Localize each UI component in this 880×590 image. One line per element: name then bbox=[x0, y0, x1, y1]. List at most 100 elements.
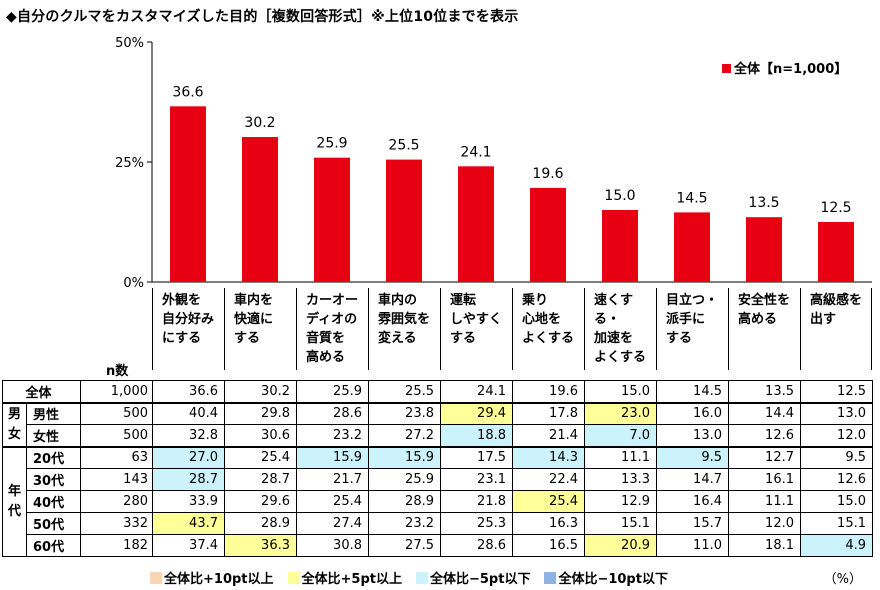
bar-1 bbox=[170, 106, 206, 282]
row-label: 40代 bbox=[26, 490, 81, 513]
table-cell: 12.0 bbox=[728, 512, 801, 535]
group-label-age: 年 代 bbox=[2, 445, 27, 557]
table-row: 女性 500 32.8 30.6 23.2 27.2 18.8 21.4 7.0 13.0 12.6… bbox=[3, 424, 873, 447]
row-n-count: 280 bbox=[80, 490, 153, 513]
table-row: 40代 280 33.9 29.6 25.4 28.9 21.8 25.4 12.9 16.4 11… bbox=[3, 490, 873, 513]
table-cell: 36.6 bbox=[152, 380, 225, 403]
table-cell: 15.1 bbox=[584, 512, 657, 535]
row-n-count: 500 bbox=[80, 424, 153, 447]
bar-3 bbox=[314, 157, 350, 282]
table-cell: 23.1 bbox=[440, 468, 513, 491]
bar-4 bbox=[386, 159, 422, 282]
table-cell: 9.5 bbox=[656, 445, 729, 469]
table-cell: 21.4 bbox=[512, 424, 585, 447]
table-cell: 23.0 bbox=[584, 401, 657, 425]
table-cell: 29.6 bbox=[224, 490, 297, 513]
bar-value-label: 25.9 bbox=[316, 136, 347, 152]
highlight-swatch bbox=[415, 571, 428, 584]
table-cell: 18.8 bbox=[440, 424, 513, 447]
row-label: 60代 bbox=[26, 534, 81, 557]
page-title: ◆自分のクルマをカスタマイズした目的［複数回答形式］※上位10位までを表示 bbox=[6, 9, 519, 25]
row-n-count: 182 bbox=[80, 534, 153, 557]
bar-value-label: 13.5 bbox=[748, 195, 779, 211]
category-label: 乗り 心地を よくする bbox=[512, 288, 584, 370]
table-cell: 13.0 bbox=[800, 401, 873, 425]
table-cell: 23.2 bbox=[296, 424, 369, 447]
bar-value-label: 30.2 bbox=[244, 115, 275, 131]
table-cell: 27.5 bbox=[368, 534, 441, 557]
category-label: 目立つ・ 派手に する bbox=[656, 288, 728, 370]
table-cell: 25.3 bbox=[440, 512, 513, 535]
table-cell: 21.8 bbox=[440, 490, 513, 513]
table-cell: 12.6 bbox=[800, 468, 873, 491]
legend-swatch bbox=[722, 64, 731, 73]
row-n-count: 332 bbox=[80, 512, 153, 535]
highlight-legend-label: 全体比+5pt以上 bbox=[301, 572, 402, 587]
table-cell: 28.6 bbox=[296, 401, 369, 425]
highlight-legend-item: 全体比+5pt以上 bbox=[287, 568, 402, 587]
category-label: カーオー ディオの 音質を 高める bbox=[296, 288, 368, 370]
row-label: 30代 bbox=[26, 468, 81, 491]
table-cell: 14.7 bbox=[656, 468, 729, 491]
table-row: 30代 143 28.7 28.7 21.7 25.9 23.1 22.4 13.3 14.7 16… bbox=[3, 468, 873, 491]
bar-value-label: 25.5 bbox=[388, 138, 419, 154]
table-cell: 16.5 bbox=[512, 534, 585, 557]
y-tick-label: 50% bbox=[115, 36, 144, 51]
table-row: 男 女男性 500 40.4 29.8 28.6 23.8 29.4 17.8 23.0 16.0… bbox=[2, 401, 873, 447]
table-cell: 18.1 bbox=[728, 534, 801, 557]
table-cell: 15.9 bbox=[296, 445, 369, 469]
category-label: 車内を 快適に する bbox=[224, 288, 296, 370]
table-cell: 29.8 bbox=[224, 401, 297, 425]
row-label: 男性 bbox=[26, 401, 81, 425]
table-cell: 14.3 bbox=[512, 445, 585, 469]
highlight-legend-label: 全体比−10pt以下 bbox=[558, 572, 668, 587]
table-cell: 25.9 bbox=[296, 380, 369, 403]
highlight-swatch bbox=[544, 571, 557, 584]
row-n-count: 63 bbox=[80, 445, 153, 469]
crosstab-table: 全体 1,000 36.6 30.2 25.9 25.5 24.1 19.6 15.0 14.5 1… bbox=[2, 380, 873, 557]
table-cell: 15.0 bbox=[800, 490, 873, 513]
table-cell: 25.4 bbox=[224, 445, 297, 469]
table-cell: 15.7 bbox=[656, 512, 729, 535]
y-tick-label: 0% bbox=[123, 276, 144, 291]
bar-value-label: 12.5 bbox=[820, 200, 851, 216]
table-cell: 11.1 bbox=[728, 490, 801, 513]
table-cell: 23.8 bbox=[368, 401, 441, 425]
row-n-count: 1,000 bbox=[80, 380, 153, 403]
row-label: 50代 bbox=[26, 512, 81, 535]
table-cell: 32.8 bbox=[152, 424, 225, 447]
table-row: 60代 182 37.4 36.3 30.8 27.5 28.6 16.5 20.9 11.0 18… bbox=[3, 534, 873, 557]
legend-label: 全体【n=1,000】 bbox=[733, 61, 847, 77]
bar-9 bbox=[746, 217, 782, 282]
bar-value-label: 15.0 bbox=[604, 188, 635, 204]
table-cell: 27.4 bbox=[296, 512, 369, 535]
table-cell: 25.4 bbox=[512, 490, 585, 513]
table-cell: 30.8 bbox=[296, 534, 369, 557]
table-cell: 25.5 bbox=[368, 380, 441, 403]
table-cell: 30.2 bbox=[224, 380, 297, 403]
unit-label: （%） bbox=[823, 572, 862, 587]
row-n-count: 143 bbox=[80, 468, 153, 491]
category-label: 安全性を 高める bbox=[728, 288, 800, 370]
bar-8 bbox=[674, 212, 710, 282]
highlight-legend-item: 全体比+10pt以上 bbox=[150, 568, 274, 587]
table-cell: 11.1 bbox=[584, 445, 657, 469]
table-cell: 28.7 bbox=[224, 468, 297, 491]
table-cell: 23.2 bbox=[368, 512, 441, 535]
table-cell: 33.9 bbox=[152, 490, 225, 513]
table-cell: 30.6 bbox=[224, 424, 297, 447]
table-cell: 27.0 bbox=[152, 445, 225, 469]
table-cell: 19.6 bbox=[512, 380, 585, 403]
table-cell: 27.2 bbox=[368, 424, 441, 447]
highlight-legend-item: 全体比−10pt以下 bbox=[544, 568, 668, 587]
table-row: 50代 332 43.7 28.9 27.4 23.2 25.3 16.3 15.1 15.7 12… bbox=[3, 512, 873, 535]
table-cell: 11.0 bbox=[656, 534, 729, 557]
table-cell: 14.5 bbox=[656, 380, 729, 403]
table-cell: 43.7 bbox=[152, 512, 225, 535]
table-cell: 9.5 bbox=[800, 445, 873, 469]
category-label: 高級感を 出す bbox=[800, 288, 872, 370]
table-cell: 28.7 bbox=[152, 468, 225, 491]
table-cell: 17.8 bbox=[512, 401, 585, 425]
table-cell: 12.9 bbox=[584, 490, 657, 513]
category-label: 運転 しやすく する bbox=[440, 288, 512, 370]
